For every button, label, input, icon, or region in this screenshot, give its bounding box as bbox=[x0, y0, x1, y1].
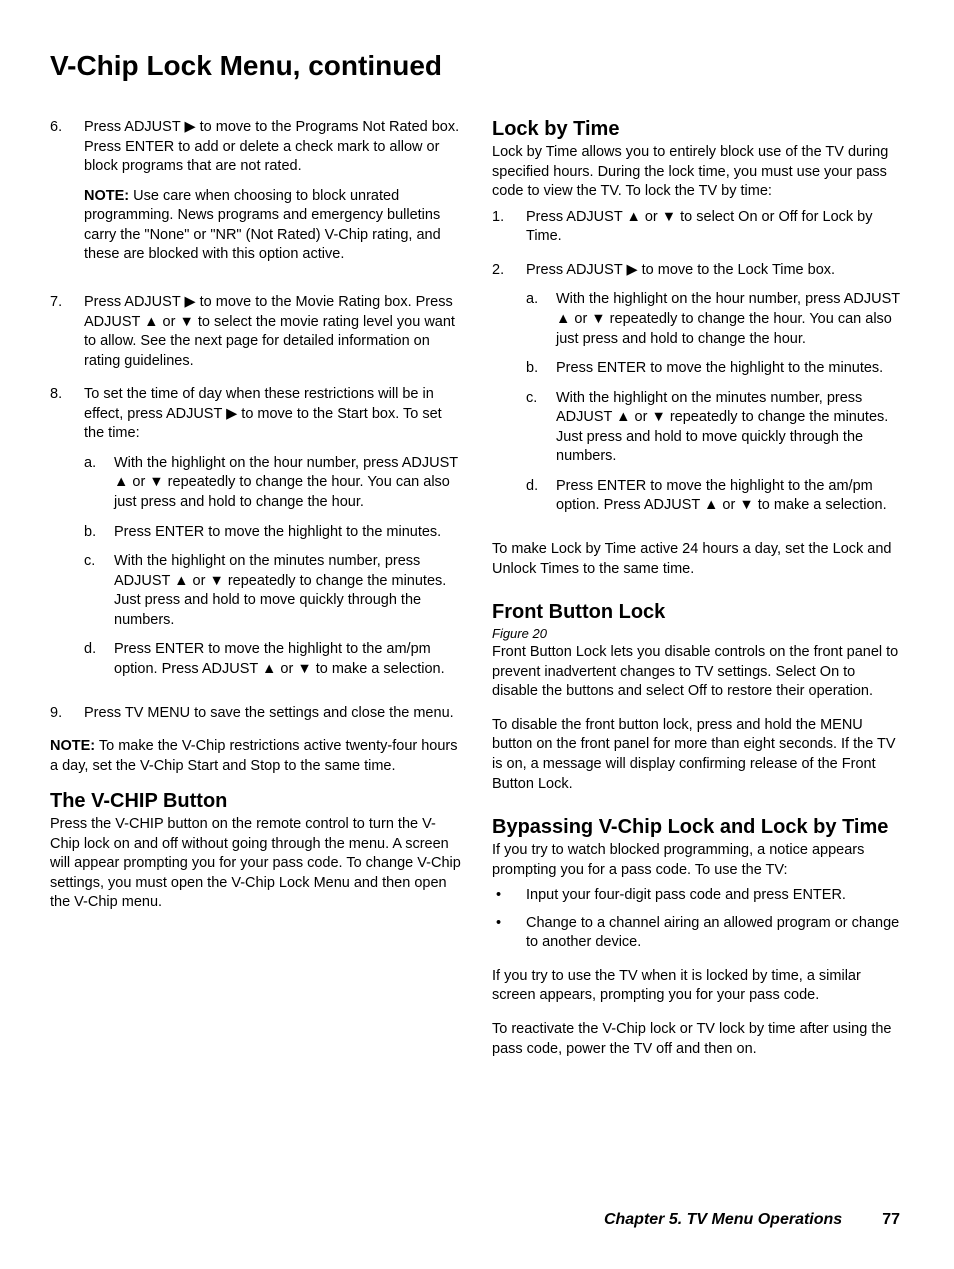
step-9: 9. Press TV MENU to save the settings an… bbox=[50, 704, 462, 724]
section-intro: Lock by Time allows you to entirely bloc… bbox=[492, 143, 904, 202]
substep-d: d.Press ENTER to move the highlight to t… bbox=[526, 477, 904, 516]
bypass-p3: To reactivate the V-Chip lock or TV lock… bbox=[492, 1020, 904, 1059]
note-text: Use care when choosing to block unrated … bbox=[84, 188, 441, 263]
step-number: 6. bbox=[50, 118, 84, 279]
page-title: V-Chip Lock Menu, continued bbox=[50, 50, 904, 82]
step-body: Press TV MENU to save the settings and c… bbox=[84, 704, 462, 724]
step-text: Press ADJUST ▶ to move to the Movie Rati… bbox=[84, 294, 455, 369]
substep-letter: c. bbox=[526, 389, 556, 467]
step-body: To set the time of day when these restri… bbox=[84, 385, 462, 689]
bullet-icon: • bbox=[492, 886, 526, 906]
substep-letter: b. bbox=[84, 523, 114, 543]
note-text: To make the V-Chip restrictions active t… bbox=[50, 738, 458, 774]
bottom-note: NOTE: To make the V-Chip restrictions ac… bbox=[50, 737, 462, 776]
section-heading: The V-CHIP Button bbox=[50, 790, 462, 813]
step-body: Press ADJUST ▶ to move to the Movie Rati… bbox=[84, 293, 462, 371]
substep-b: b.Press ENTER to move the highlight to t… bbox=[526, 359, 904, 379]
step-number: 8. bbox=[50, 385, 84, 689]
substep-c: c.With the highlight on the minutes numb… bbox=[84, 552, 462, 630]
content-columns: 6. Press ADJUST ▶ to move to the Program… bbox=[50, 118, 904, 1081]
step-body: Press ADJUST ▶ to move to the Lock Time … bbox=[526, 261, 904, 526]
substep-text: Press ENTER to move the highlight to the… bbox=[114, 640, 462, 679]
chapter-label: Chapter 5. TV Menu Operations bbox=[604, 1211, 842, 1229]
step-number: 2. bbox=[492, 261, 526, 526]
step-8: 8. To set the time of day when these res… bbox=[50, 385, 462, 689]
lock-steps: 1. Press ADJUST ▲ or ▼ to select On or O… bbox=[492, 208, 904, 526]
substeps: a.With the highlight on the hour number,… bbox=[84, 454, 462, 680]
right-column: Lock by Time Lock by Time allows you to … bbox=[492, 118, 904, 1081]
lock-by-time-section: Lock by Time Lock by Time allows you to … bbox=[492, 118, 904, 579]
substep-letter: d. bbox=[526, 477, 556, 516]
step-number: 1. bbox=[492, 208, 526, 247]
section-heading: Front Button Lock bbox=[492, 601, 904, 624]
substep-d: d.Press ENTER to move the highlight to t… bbox=[84, 640, 462, 679]
substep-letter: b. bbox=[526, 359, 556, 379]
step-text: Press ADJUST ▶ to move to the Lock Time … bbox=[526, 262, 835, 278]
section-text: Press the V-CHIP button on the remote co… bbox=[50, 815, 462, 913]
note-label: NOTE: bbox=[50, 738, 95, 754]
substep-c: c.With the highlight on the minutes numb… bbox=[526, 389, 904, 467]
substep-text: With the highlight on the minutes number… bbox=[556, 389, 904, 467]
left-column: 6. Press ADJUST ▶ to move to the Program… bbox=[50, 118, 462, 1081]
substep-b: b.Press ENTER to move the highlight to t… bbox=[84, 523, 462, 543]
lock-step-2: 2. Press ADJUST ▶ to move to the Lock Ti… bbox=[492, 261, 904, 526]
page-footer: Chapter 5. TV Menu Operations 77 bbox=[50, 1211, 904, 1229]
step-text: Press ADJUST ▲ or ▼ to select On or Off … bbox=[526, 209, 872, 245]
step-body: Press ADJUST ▶ to move to the Programs N… bbox=[84, 118, 462, 279]
substep-letter: a. bbox=[526, 290, 556, 349]
substep-letter: a. bbox=[84, 454, 114, 513]
step-6: 6. Press ADJUST ▶ to move to the Program… bbox=[50, 118, 462, 279]
substep-text: With the highlight on the hour number, p… bbox=[556, 290, 904, 349]
substep-text: Press ENTER to move the highlight to the… bbox=[556, 359, 904, 379]
bypass-section: Bypassing V-Chip Lock and Lock by Time I… bbox=[492, 816, 904, 1059]
substep-text: With the highlight on the hour number, p… bbox=[114, 454, 462, 513]
bullet-text: Input your four-digit pass code and pres… bbox=[526, 886, 904, 906]
lock-outro: To make Lock by Time active 24 hours a d… bbox=[492, 540, 904, 579]
figure-reference: Figure 20 bbox=[492, 626, 904, 641]
step-number: 9. bbox=[50, 704, 84, 724]
step-text: To set the time of day when these restri… bbox=[84, 386, 442, 441]
section-p2: To disable the front button lock, press … bbox=[492, 716, 904, 794]
substep-text: Press ENTER to move the highlight to the… bbox=[114, 523, 462, 543]
page-number: 77 bbox=[882, 1211, 900, 1229]
vchip-button-section: The V-CHIP Button Press the V-CHIP butto… bbox=[50, 790, 462, 913]
substep-letter: d. bbox=[84, 640, 114, 679]
substep-text: Press ENTER to move the highlight to the… bbox=[556, 477, 904, 516]
bypass-p2: If you try to use the TV when it is lock… bbox=[492, 967, 904, 1006]
section-heading: Bypassing V-Chip Lock and Lock by Time bbox=[492, 816, 904, 839]
bullet-2: •Change to a channel airing an allowed p… bbox=[492, 914, 904, 953]
front-button-section: Front Button Lock Figure 20 Front Button… bbox=[492, 601, 904, 794]
substep-a: a.With the highlight on the hour number,… bbox=[526, 290, 904, 349]
substep-text: With the highlight on the minutes number… bbox=[114, 552, 462, 630]
bypass-intro: If you try to watch blocked programming,… bbox=[492, 841, 904, 880]
bullet-icon: • bbox=[492, 914, 526, 953]
lock-substeps: a.With the highlight on the hour number,… bbox=[526, 290, 904, 516]
steps-list: 6. Press ADJUST ▶ to move to the Program… bbox=[50, 118, 462, 723]
bypass-bullets: •Input your four-digit pass code and pre… bbox=[492, 886, 904, 953]
step-body: Press ADJUST ▲ or ▼ to select On or Off … bbox=[526, 208, 904, 247]
step-text: Press ADJUST ▶ to move to the Programs N… bbox=[84, 119, 459, 174]
step-7: 7. Press ADJUST ▶ to move to the Movie R… bbox=[50, 293, 462, 371]
lock-step-1: 1. Press ADJUST ▲ or ▼ to select On or O… bbox=[492, 208, 904, 247]
substep-a: a.With the highlight on the hour number,… bbox=[84, 454, 462, 513]
note-label: NOTE: bbox=[84, 188, 129, 204]
substep-letter: c. bbox=[84, 552, 114, 630]
bullet-1: •Input your four-digit pass code and pre… bbox=[492, 886, 904, 906]
step-6-note: NOTE: Use care when choosing to block un… bbox=[84, 187, 462, 265]
section-heading: Lock by Time bbox=[492, 118, 904, 141]
step-number: 7. bbox=[50, 293, 84, 371]
section-p1: Front Button Lock lets you disable contr… bbox=[492, 643, 904, 702]
bullet-text: Change to a channel airing an allowed pr… bbox=[526, 914, 904, 953]
step-text: Press TV MENU to save the settings and c… bbox=[84, 705, 454, 721]
